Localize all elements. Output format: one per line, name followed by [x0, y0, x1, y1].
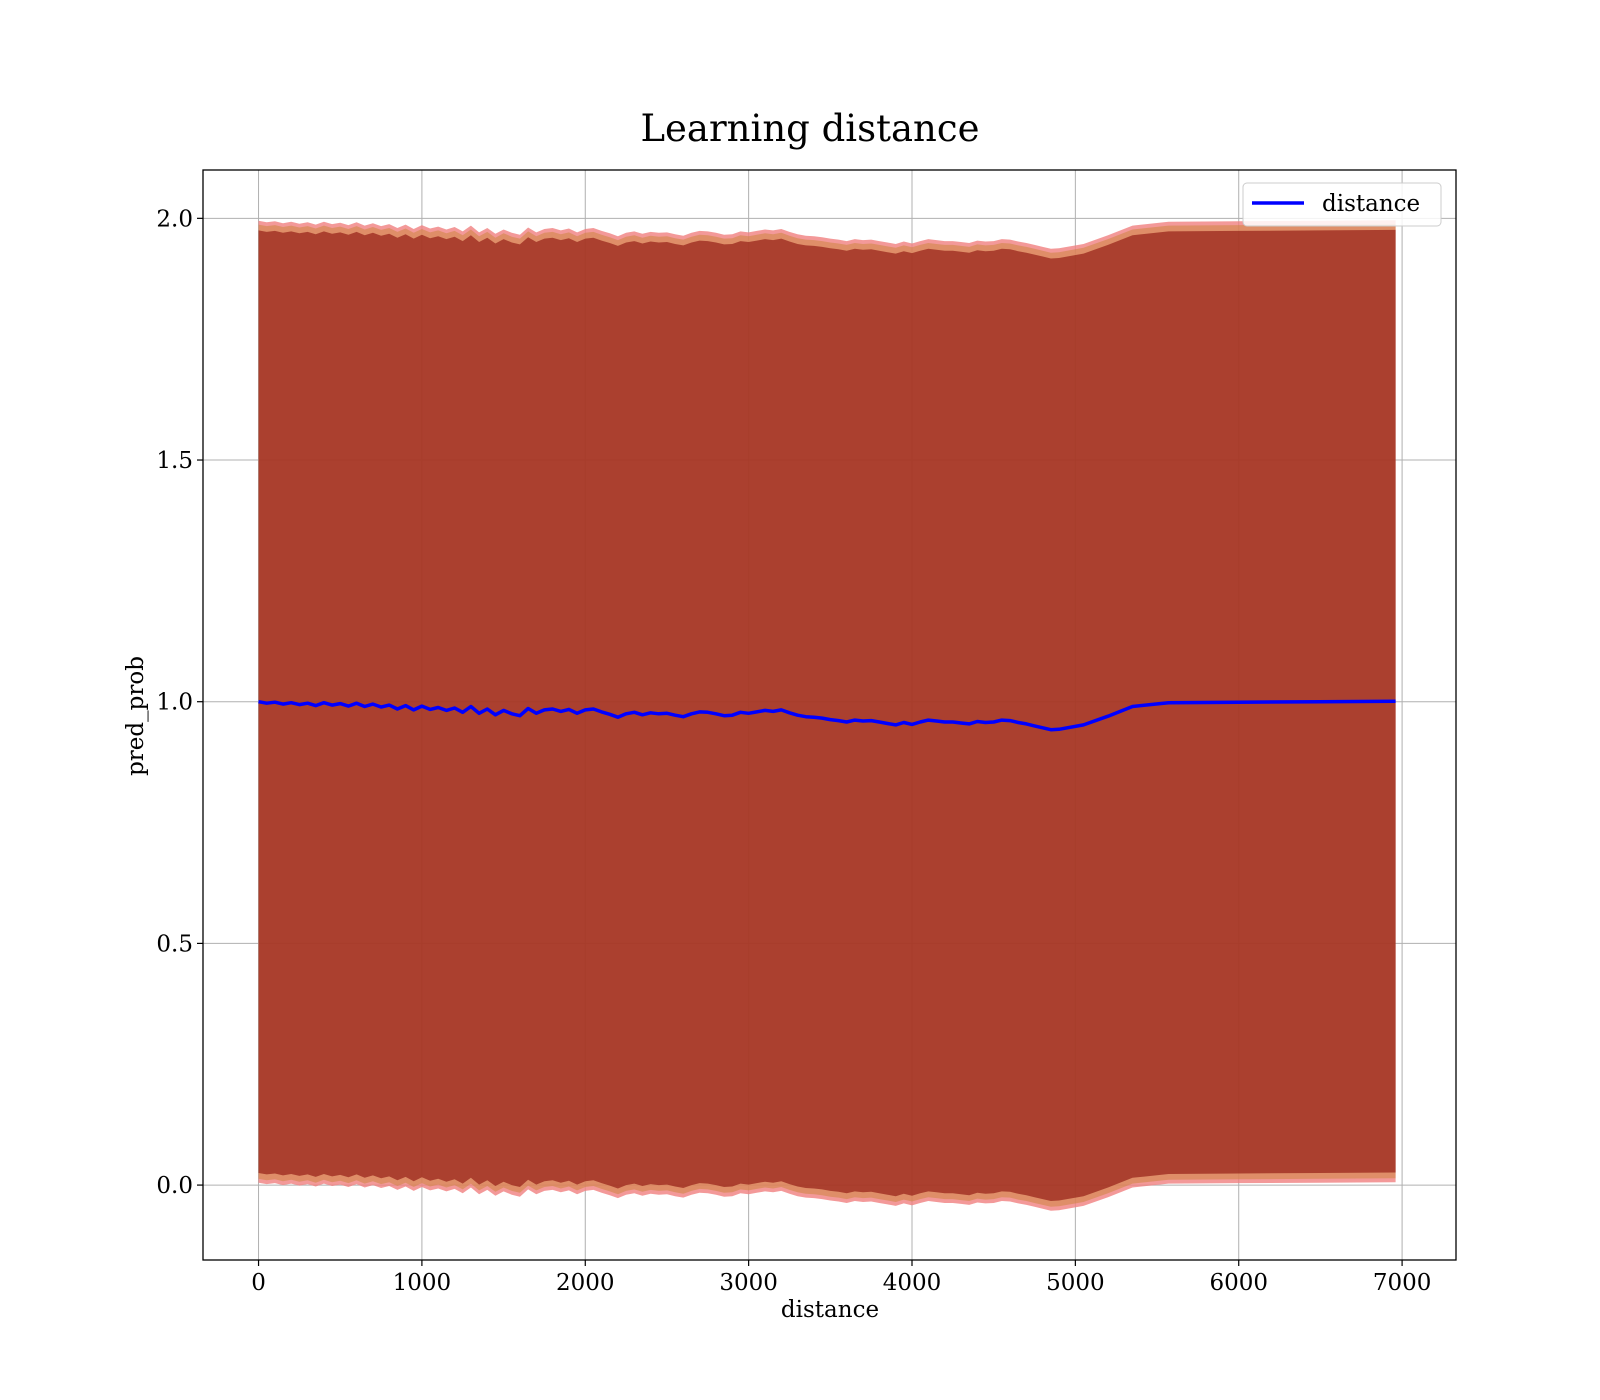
- x-tick-label: 7000: [1373, 1270, 1432, 1296]
- x-tick-label: 5000: [1046, 1270, 1105, 1296]
- y-axis-label: pred_prob: [123, 656, 149, 776]
- y-tick-label: 0.5: [156, 931, 193, 957]
- y-tick-label: 1.0: [156, 690, 193, 716]
- confidence-band-inner: [258, 229, 1396, 1201]
- x-tick-label: 1000: [393, 1270, 452, 1296]
- legend: distance: [1242, 182, 1442, 227]
- x-tick-label: 0: [251, 1270, 266, 1296]
- y-tick-label: 2.0: [156, 206, 193, 232]
- legend-label-distance: distance: [1322, 191, 1420, 217]
- x-tick-label: 3000: [719, 1270, 778, 1296]
- x-axis-label: distance: [781, 1297, 879, 1323]
- legend-box: [1242, 182, 1442, 227]
- plot-area: 0 1000 2000 3000 4000 5000 6000 7000 0.0 0.5 1.0 1.…: [156, 169, 1457, 1296]
- y-tick-label: 1.5: [156, 448, 193, 474]
- x-tick-label: 6000: [1209, 1270, 1268, 1296]
- x-tick-label: 2000: [556, 1270, 615, 1296]
- series-line-distance: [258, 699, 1396, 732]
- axes-frame: [202, 169, 1457, 1261]
- y-tick-label: 0.0: [156, 1173, 193, 1199]
- x-tick-label: 4000: [883, 1270, 942, 1296]
- chart-title: Learning distance: [640, 107, 979, 150]
